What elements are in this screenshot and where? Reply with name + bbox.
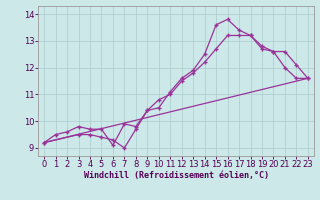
X-axis label: Windchill (Refroidissement éolien,°C): Windchill (Refroidissement éolien,°C) bbox=[84, 171, 268, 180]
